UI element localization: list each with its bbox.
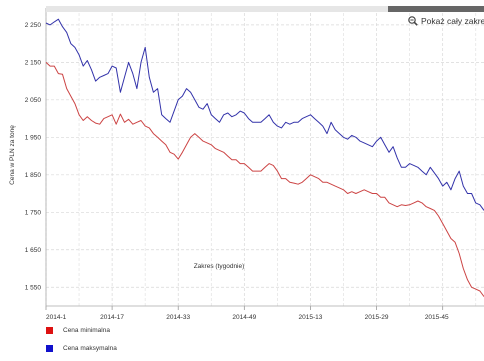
x-tick-label: 2015-45: [425, 314, 449, 321]
reset-zoom-button[interactable]: Pokaż cały zakres: [408, 16, 484, 26]
series-lines: [45, 18, 484, 297]
x-tick-label: 2014-49: [232, 314, 256, 321]
y-tick-label: 1 750: [25, 209, 42, 216]
legend-item-max[interactable]: Cena maksymalna: [46, 343, 117, 353]
legend: Cena minimalna Cena maksymalna: [46, 325, 117, 361]
x-tick-label: 2014-33: [166, 314, 190, 321]
range-scrollbar-thumb[interactable]: [388, 6, 484, 12]
reset-zoom-label: Pokaż cały zakres: [421, 16, 484, 26]
y-tick-label: 2 050: [25, 97, 42, 104]
x-tick-label: 2015-13: [299, 314, 323, 321]
legend-item-min[interactable]: Cena minimalna: [46, 325, 117, 335]
y-axis-label: Cena w PLN za tonę: [9, 125, 16, 185]
legend-label-max: Cena maksymalna: [63, 344, 117, 352]
legend-swatch-max: [46, 344, 53, 352]
line-chart: 1 550 1 650 1 750 1 850 1 950 2 050 2 150 2 250…: [9, 8, 484, 321]
x-tick-label: 2014-17: [100, 314, 124, 321]
y-tick-label: 1 650: [25, 247, 42, 254]
y-tick-label: 1 850: [25, 172, 42, 179]
x-tick-label: 2015-29: [365, 314, 389, 321]
range-scrollbar-track[interactable]: [46, 6, 484, 12]
y-tick-label: 2 150: [25, 60, 42, 67]
x-tick-label: 2014-1: [46, 314, 67, 321]
magnifier-minus-icon: [408, 16, 418, 26]
legend-swatch-min: [46, 326, 53, 334]
y-tick-label: 1 950: [25, 135, 42, 142]
grid: [45, 8, 484, 306]
y-tick-label: 2 250: [25, 22, 42, 29]
series-line-max[interactable]: [45, 18, 484, 211]
x-axis-label: Zakres (tygodnie): [194, 263, 245, 270]
y-tick-label: 1 550: [25, 284, 42, 291]
legend-label-min: Cena minimalna: [63, 326, 110, 334]
axes: 1 550 1 650 1 750 1 850 1 950 2 050 2 150 2 250…: [25, 8, 484, 321]
series-line-min[interactable]: [45, 62, 484, 297]
